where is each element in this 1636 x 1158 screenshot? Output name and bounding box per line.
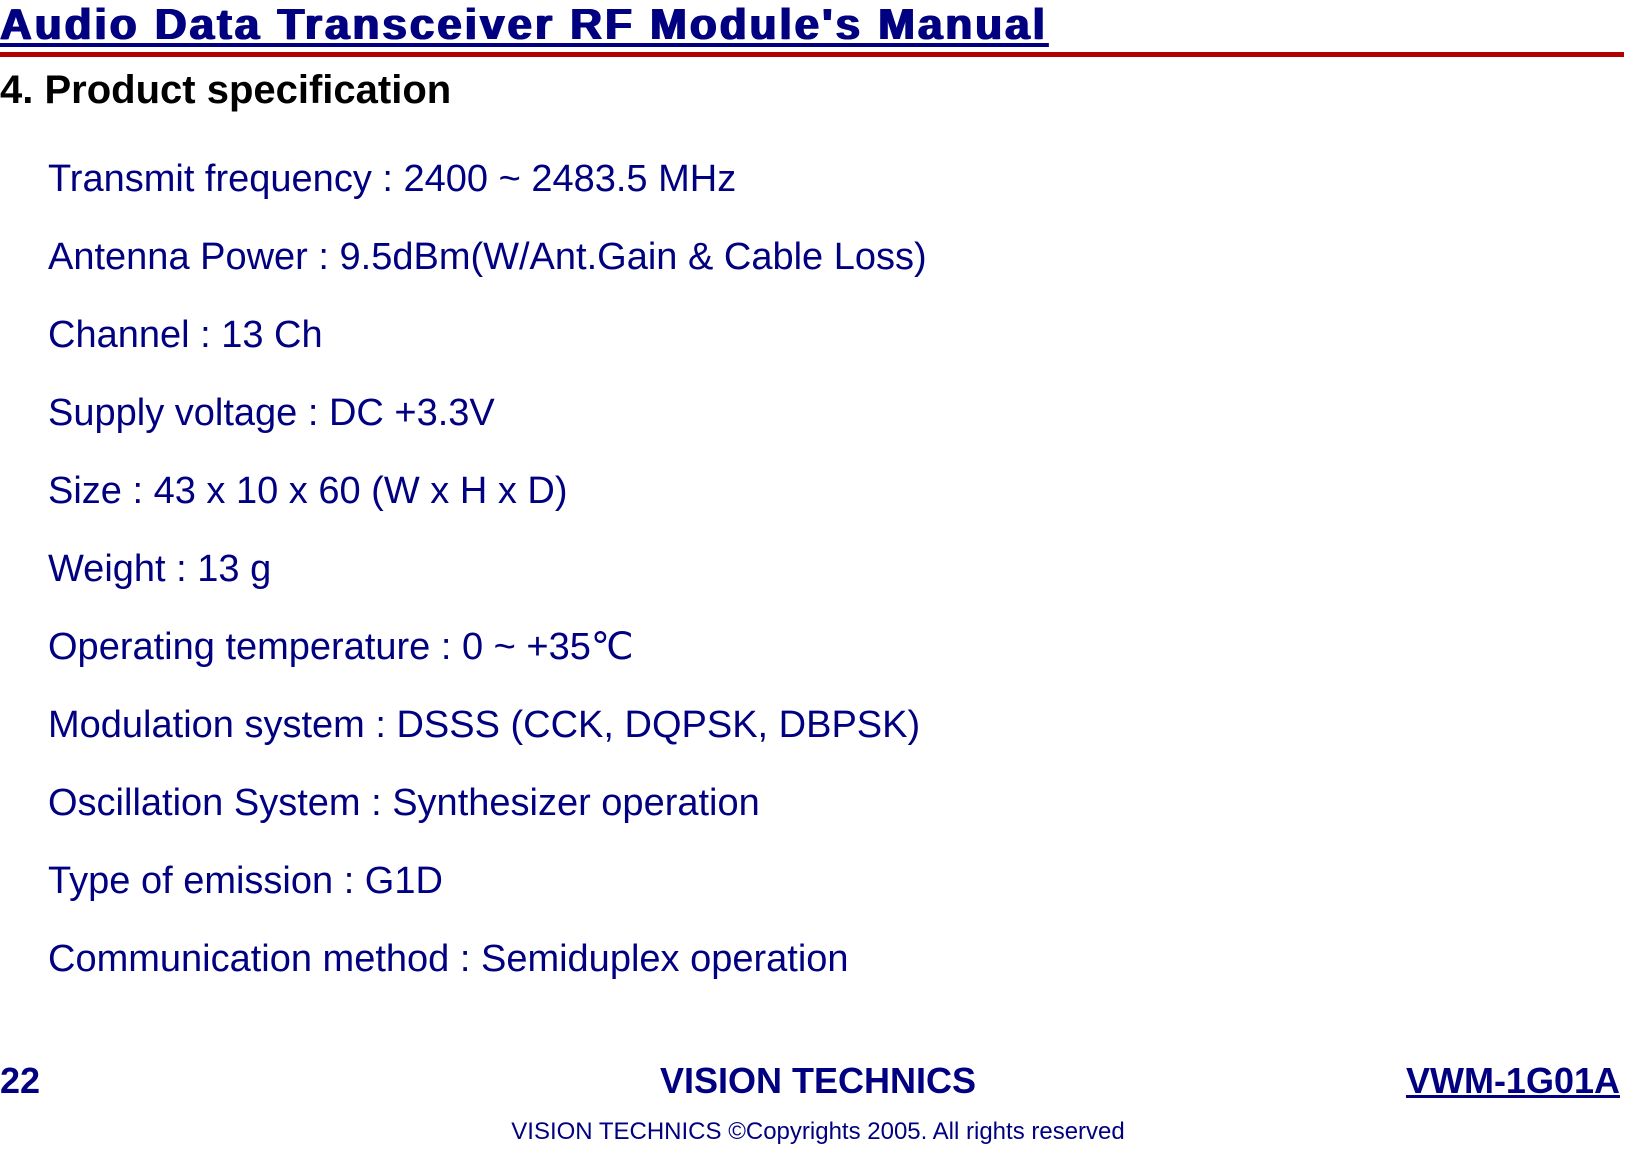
- footer-company: VISION TECHNICS: [0, 1060, 1636, 1102]
- spec-item: Antenna Power : 9.5dBm(W/Ant.Gain & Cabl…: [48, 238, 1548, 276]
- spec-item: Communication method : Semiduplex operat…: [48, 940, 1548, 978]
- page: Audio Data Transceiver RF Module's Manua…: [0, 0, 1636, 1158]
- title-underline-bar: Audio Data Transceiver RF Module's Manua…: [0, 0, 1624, 57]
- document-title: Audio Data Transceiver RF Module's Manua…: [0, 0, 1048, 49]
- footer-copyright: VISION TECHNICS ©Copyrights 2005. All ri…: [0, 1118, 1636, 1146]
- spec-item: Oscillation System : Synthesizer operati…: [48, 784, 1548, 822]
- footer-model: VWM-1G01A: [1406, 1060, 1620, 1102]
- spec-item: Size : 43 x 10 x 60 (W x H x D): [48, 472, 1548, 510]
- section-heading: 4. Product specification: [0, 68, 451, 113]
- spec-list: Transmit frequency : 2400 ~ 2483.5 MHz A…: [48, 160, 1548, 1018]
- spec-item: Transmit frequency : 2400 ~ 2483.5 MHz: [48, 160, 1548, 198]
- spec-item: Modulation system : DSSS (CCK, DQPSK, DB…: [48, 706, 1548, 744]
- spec-item: Channel : 13 Ch: [48, 316, 1548, 354]
- spec-item: Operating temperature : 0 ~ +35℃: [48, 628, 1548, 666]
- spec-item: Weight : 13 g: [48, 550, 1548, 588]
- spec-item: Supply voltage : DC +3.3V: [48, 394, 1548, 432]
- spec-item: Type of emission : G1D: [48, 862, 1548, 900]
